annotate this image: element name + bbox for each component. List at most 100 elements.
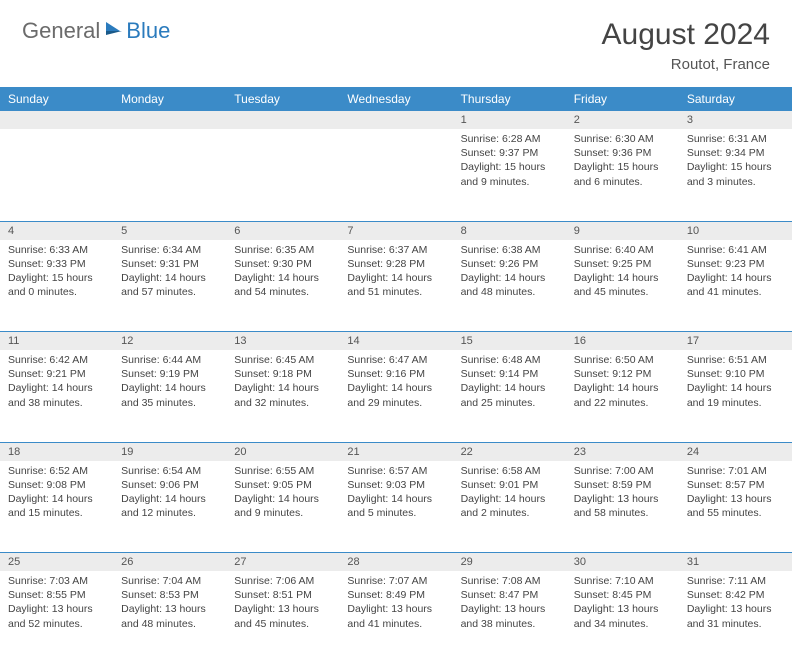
sunset-text: Sunset: 9:05 PM [234, 478, 331, 492]
day-number-cell: 11 [0, 332, 113, 351]
day-number-cell: 25 [0, 553, 113, 572]
daylight-text: Daylight: 13 hours and 52 minutes. [8, 602, 105, 630]
day-content-cell: Sunrise: 6:51 AMSunset: 9:10 PMDaylight:… [679, 350, 792, 442]
daylight-text: Daylight: 14 hours and 25 minutes. [461, 381, 558, 409]
sunset-text: Sunset: 9:33 PM [8, 257, 105, 271]
sunrise-text: Sunrise: 6:58 AM [461, 464, 558, 478]
sunset-text: Sunset: 8:49 PM [347, 588, 444, 602]
day-number-cell: 14 [339, 332, 452, 351]
sunrise-text: Sunrise: 6:40 AM [574, 243, 671, 257]
sunrise-text: Sunrise: 6:34 AM [121, 243, 218, 257]
day-number-row: 45678910 [0, 221, 792, 240]
sunset-text: Sunset: 9:36 PM [574, 146, 671, 160]
brand-logo: General Blue [22, 18, 170, 44]
day-content-cell: Sunrise: 7:11 AMSunset: 8:42 PMDaylight:… [679, 571, 792, 663]
daylight-text: Daylight: 13 hours and 41 minutes. [347, 602, 444, 630]
sunrise-text: Sunrise: 6:33 AM [8, 243, 105, 257]
day-number-cell: 6 [226, 221, 339, 240]
day-number-cell: 8 [453, 221, 566, 240]
day-content-cell: Sunrise: 6:55 AMSunset: 9:05 PMDaylight:… [226, 461, 339, 553]
day-content-cell: Sunrise: 6:54 AMSunset: 9:06 PMDaylight:… [113, 461, 226, 553]
sunset-text: Sunset: 9:26 PM [461, 257, 558, 271]
day-number-cell: 13 [226, 332, 339, 351]
day-number-cell: 22 [453, 442, 566, 461]
day-content-cell: Sunrise: 6:58 AMSunset: 9:01 PMDaylight:… [453, 461, 566, 553]
daylight-text: Daylight: 14 hours and 48 minutes. [461, 271, 558, 299]
sunrise-text: Sunrise: 6:47 AM [347, 353, 444, 367]
day-number-cell: 15 [453, 332, 566, 351]
day-content-cell: Sunrise: 7:00 AMSunset: 8:59 PMDaylight:… [566, 461, 679, 553]
day-number-cell: 16 [566, 332, 679, 351]
daylight-text: Daylight: 14 hours and 15 minutes. [8, 492, 105, 520]
sunset-text: Sunset: 9:14 PM [461, 367, 558, 381]
day-header: Monday [113, 87, 226, 111]
daylight-text: Daylight: 14 hours and 9 minutes. [234, 492, 331, 520]
sunrise-text: Sunrise: 6:28 AM [461, 132, 558, 146]
day-number-cell: 27 [226, 553, 339, 572]
brand-text-blue: Blue [126, 18, 170, 44]
daylight-text: Daylight: 14 hours and 57 minutes. [121, 271, 218, 299]
sunset-text: Sunset: 9:19 PM [121, 367, 218, 381]
day-number-cell: 2 [566, 111, 679, 129]
day-number-cell: 9 [566, 221, 679, 240]
day-content-cell [339, 129, 452, 221]
day-content-cell: Sunrise: 6:44 AMSunset: 9:19 PMDaylight:… [113, 350, 226, 442]
sunrise-text: Sunrise: 7:11 AM [687, 574, 784, 588]
day-number-cell: 23 [566, 442, 679, 461]
day-number-cell: 5 [113, 221, 226, 240]
day-number-cell: 3 [679, 111, 792, 129]
day-content-row: Sunrise: 6:52 AMSunset: 9:08 PMDaylight:… [0, 461, 792, 553]
sunrise-text: Sunrise: 7:08 AM [461, 574, 558, 588]
daylight-text: Daylight: 13 hours and 34 minutes. [574, 602, 671, 630]
sunrise-text: Sunrise: 6:55 AM [234, 464, 331, 478]
day-content-cell: Sunrise: 6:47 AMSunset: 9:16 PMDaylight:… [339, 350, 452, 442]
daylight-text: Daylight: 15 hours and 0 minutes. [8, 271, 105, 299]
sunrise-text: Sunrise: 6:45 AM [234, 353, 331, 367]
daylight-text: Daylight: 14 hours and 2 minutes. [461, 492, 558, 520]
day-content-cell: Sunrise: 7:03 AMSunset: 8:55 PMDaylight:… [0, 571, 113, 663]
title-block: August 2024 Routot, France [602, 18, 770, 73]
sunset-text: Sunset: 9:06 PM [121, 478, 218, 492]
daylight-text: Daylight: 13 hours and 31 minutes. [687, 602, 784, 630]
day-number-row: 123 [0, 111, 792, 129]
day-content-cell: Sunrise: 7:08 AMSunset: 8:47 PMDaylight:… [453, 571, 566, 663]
day-number-row: 25262728293031 [0, 553, 792, 572]
sunrise-text: Sunrise: 6:42 AM [8, 353, 105, 367]
sunset-text: Sunset: 8:55 PM [8, 588, 105, 602]
sunset-text: Sunset: 8:42 PM [687, 588, 784, 602]
sunrise-text: Sunrise: 6:38 AM [461, 243, 558, 257]
day-number-cell: 12 [113, 332, 226, 351]
daylight-text: Daylight: 14 hours and 38 minutes. [8, 381, 105, 409]
brand-flag-icon [104, 19, 124, 42]
day-number-cell [113, 111, 226, 129]
day-header: Tuesday [226, 87, 339, 111]
day-content-cell: Sunrise: 6:31 AMSunset: 9:34 PMDaylight:… [679, 129, 792, 221]
day-header: Friday [566, 87, 679, 111]
sunrise-text: Sunrise: 7:06 AM [234, 574, 331, 588]
day-content-cell: Sunrise: 7:04 AMSunset: 8:53 PMDaylight:… [113, 571, 226, 663]
sunrise-text: Sunrise: 6:52 AM [8, 464, 105, 478]
day-number-cell: 7 [339, 221, 452, 240]
day-number-cell: 28 [339, 553, 452, 572]
sunrise-text: Sunrise: 7:10 AM [574, 574, 671, 588]
sunset-text: Sunset: 8:53 PM [121, 588, 218, 602]
daylight-text: Daylight: 13 hours and 48 minutes. [121, 602, 218, 630]
sunset-text: Sunset: 9:10 PM [687, 367, 784, 381]
day-header: Thursday [453, 87, 566, 111]
day-content-cell: Sunrise: 6:45 AMSunset: 9:18 PMDaylight:… [226, 350, 339, 442]
sunset-text: Sunset: 8:47 PM [461, 588, 558, 602]
sunrise-text: Sunrise: 6:54 AM [121, 464, 218, 478]
month-title: August 2024 [602, 18, 770, 52]
daylight-text: Daylight: 15 hours and 3 minutes. [687, 160, 784, 188]
location-subtitle: Routot, France [602, 56, 770, 73]
sunset-text: Sunset: 9:16 PM [347, 367, 444, 381]
day-number-cell [226, 111, 339, 129]
sunset-text: Sunset: 9:30 PM [234, 257, 331, 271]
day-content-cell: Sunrise: 6:30 AMSunset: 9:36 PMDaylight:… [566, 129, 679, 221]
day-number-cell [0, 111, 113, 129]
sunrise-text: Sunrise: 7:00 AM [574, 464, 671, 478]
day-number-cell: 19 [113, 442, 226, 461]
sunrise-text: Sunrise: 6:50 AM [574, 353, 671, 367]
page-header: General Blue August 2024 Routot, France [0, 0, 792, 81]
sunrise-text: Sunrise: 6:41 AM [687, 243, 784, 257]
